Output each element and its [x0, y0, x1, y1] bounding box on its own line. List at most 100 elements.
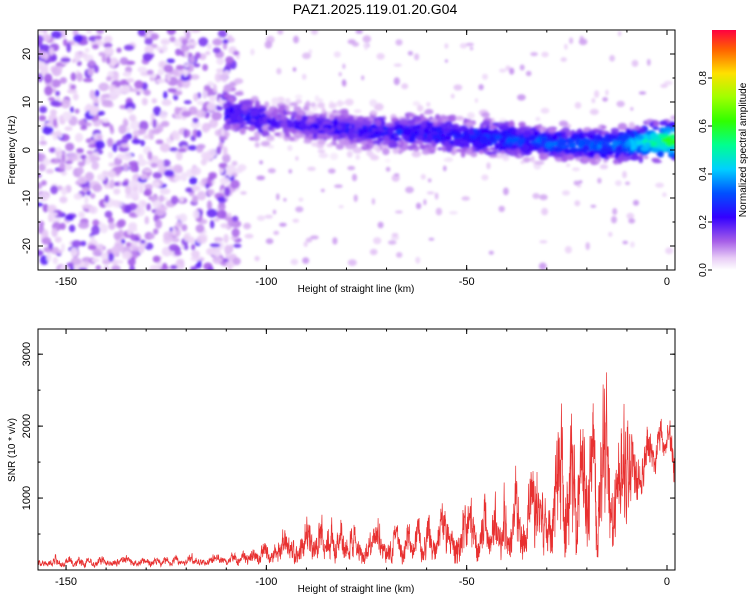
spectrogram-cell — [206, 43, 212, 50]
spectrogram-cell — [481, 112, 490, 118]
spectrogram-cell — [88, 206, 98, 214]
spectrogram-cell — [642, 139, 649, 143]
spectrogram-cell — [78, 119, 86, 126]
spectrogram-cell — [102, 118, 110, 123]
spectrogram-cell — [175, 48, 182, 56]
spectrogram-cell — [98, 51, 105, 57]
spectrogram-cell — [162, 262, 168, 269]
colorbar-tick-label: 0.0 — [698, 263, 709, 277]
spectrogram-cell — [110, 59, 116, 68]
spectrogram-cell — [101, 54, 107, 63]
spectrogram-cell — [262, 130, 269, 134]
spectrogram-cell — [38, 249, 44, 257]
spectrogram-cell — [434, 137, 440, 144]
spectrogram-cell — [616, 100, 625, 108]
spectrogram-cell — [197, 259, 202, 267]
spectrogram-cell — [269, 119, 278, 127]
spectrogram-cell — [408, 124, 413, 130]
spectrogram-cell — [329, 152, 339, 160]
spectrogram-cell — [52, 118, 58, 128]
spectrogram-cell — [190, 266, 198, 270]
spectrogram-cell — [662, 192, 667, 197]
spectrogram-cell — [359, 128, 368, 134]
spectrogram-cell — [71, 240, 82, 248]
spectrogram-cell — [507, 151, 518, 157]
colorbar-tick-label: 0.6 — [698, 119, 709, 133]
spectrogram-cell — [404, 135, 410, 143]
spectrogram-cell — [376, 53, 385, 60]
spectrogram-cell — [443, 142, 451, 147]
x-tick-label: -50 — [459, 576, 475, 588]
spectrogram-cell — [480, 139, 491, 144]
spectrogram-cell — [71, 58, 76, 64]
spectrogram-cell — [180, 172, 188, 182]
spectrogram-cell — [138, 120, 149, 131]
spectrogram-cell — [293, 132, 301, 137]
spectrogram-cell — [366, 120, 371, 128]
spectrogram-cell — [44, 85, 53, 96]
spectrogram-cell — [66, 42, 72, 53]
chart-title: PAZ1.2025.119.01.20.G04 — [293, 1, 458, 17]
y-tick-label: 3000 — [21, 342, 33, 366]
spectrogram-cell — [140, 239, 146, 244]
spectrogram-cell — [109, 179, 115, 189]
spectrogram-cell — [376, 116, 386, 120]
spectrogram-cell — [189, 55, 196, 64]
spectrogram-cell — [171, 130, 179, 140]
spectrogram-cell — [50, 185, 58, 195]
spectrogram-cell — [150, 162, 158, 168]
spectrogram-cell — [226, 101, 232, 108]
spectrogram-cell — [265, 238, 274, 245]
spectrogram-cell — [267, 125, 274, 132]
spectrogram-cell — [227, 212, 232, 217]
spectrogram-cell — [262, 115, 268, 123]
spectrogram-cell — [616, 135, 626, 141]
spectrogram-cell — [57, 249, 63, 254]
spectrogram-cell — [440, 123, 448, 130]
spectrogram-cell — [594, 90, 600, 98]
spectrogram-cell — [145, 32, 151, 39]
spectrogram-cell — [209, 118, 219, 129]
spectrogram-cell — [103, 47, 115, 56]
spectrogram-cell — [271, 102, 277, 106]
y-tick-label: 10 — [21, 96, 33, 108]
spectrogram-cell — [53, 134, 58, 141]
spectrogram-cell — [617, 156, 622, 164]
spectrogram-cell — [390, 134, 395, 139]
spectrogram-cell — [437, 147, 443, 151]
spectrogram-cell — [90, 193, 96, 199]
spectrogram-cell — [107, 151, 114, 159]
colorbar-label: Normalized spectral amplitude — [738, 82, 749, 217]
y-tick-label: -10 — [21, 190, 33, 206]
spectrogram-cell — [295, 206, 304, 213]
spectrogram-cell — [527, 136, 537, 142]
spectrogram-cell — [60, 98, 71, 109]
spectrogram-cell — [232, 123, 241, 129]
spectrogram-cell — [440, 114, 446, 119]
spectrogram-cell — [92, 219, 100, 227]
spectrogram-cell — [508, 141, 513, 148]
spectrogram-cell — [240, 104, 248, 111]
spectrogram-cell — [459, 43, 468, 49]
spectrogram-cell — [494, 135, 503, 140]
spectrogram-cell — [378, 125, 384, 132]
spectrogram-cell — [318, 140, 326, 146]
spectrogram-cell — [97, 110, 105, 116]
spectrogram-cell — [405, 186, 414, 194]
spectrogram-cell — [116, 47, 122, 53]
spectrogram-cell — [96, 30, 104, 35]
spectrogram-cell — [212, 256, 223, 265]
spectrogram-cell — [231, 228, 240, 238]
spectrogram-cell — [69, 106, 74, 113]
spectrogram-cell — [459, 140, 469, 144]
spectrogram-cell — [68, 224, 76, 233]
spectrogram-cell — [73, 264, 80, 270]
spectrogram-cell — [415, 135, 424, 140]
spectrogram-cell — [216, 106, 223, 111]
spectrogram-cell — [518, 121, 526, 128]
spectrogram-cell — [156, 46, 162, 51]
spectrogram-cell — [396, 128, 403, 136]
spectrogram-cell — [190, 74, 200, 80]
spectrogram-cell — [346, 150, 353, 158]
spectrogram-cell — [243, 99, 252, 106]
